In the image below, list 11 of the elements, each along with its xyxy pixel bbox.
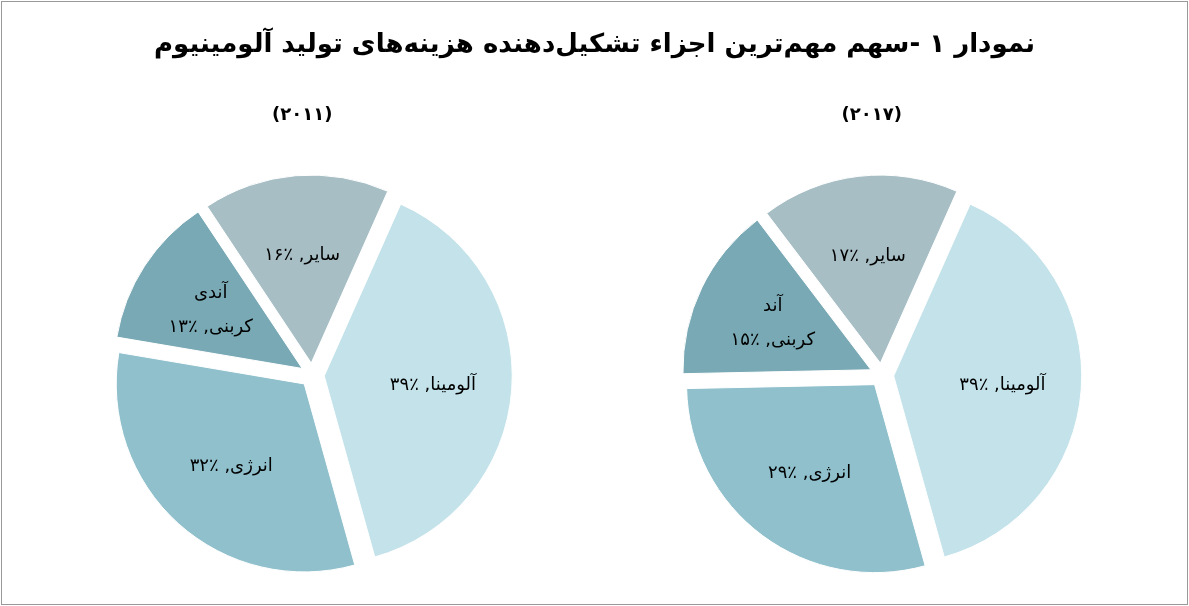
text: نمودار ۱ -سهم مهم‌ترین اجزاء تشکیل‌دهنده هزینه‌های تولید آلومینیوم [154, 27, 1035, 59]
slice-label: انرژی, ٪۲۹ [767, 460, 852, 485]
slice-label: سایر, ٪۱۷ [829, 242, 906, 268]
slice-label: آندی کربنی, ٪۱۳ [168, 280, 253, 339]
slice-label: آند کربنی, ٪۱۵ [730, 293, 815, 352]
slice-label: آلومینا, ٪۳۹ [959, 371, 1046, 397]
chart-subtitle: (۲۰۱۷) [841, 103, 902, 124]
slice-label: آلومینا, ٪۳۹ [389, 371, 477, 397]
slice-label: سایر, ٪۱۶ [264, 242, 341, 267]
slice-label: انرژی, ٪۳۲ [189, 452, 273, 478]
chart-subtitle: (۲۰۱۱) [272, 103, 333, 124]
